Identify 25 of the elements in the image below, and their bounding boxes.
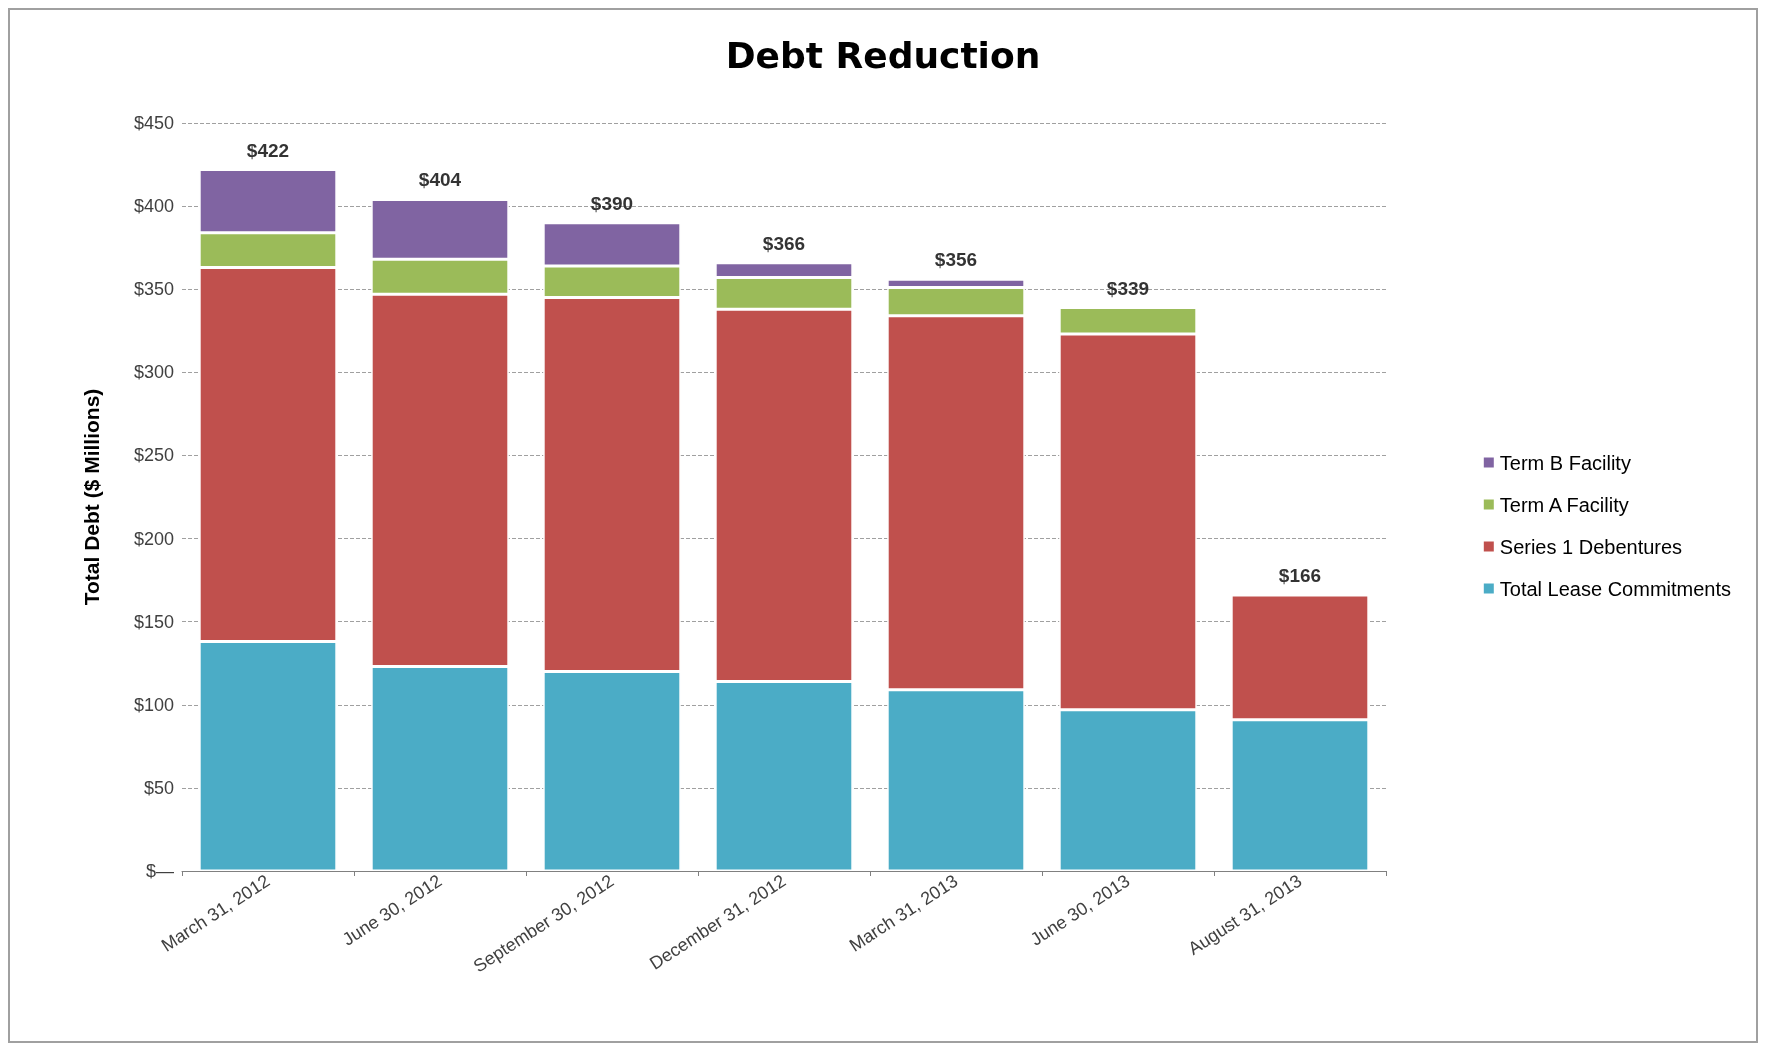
total-label: $166 bbox=[1278, 565, 1322, 587]
total-label: $356 bbox=[934, 249, 978, 271]
legend-label: Term B Facility bbox=[1499, 451, 1631, 474]
total-label: $390 bbox=[590, 192, 634, 214]
y-axis-title: Total Debt ($ Millions) bbox=[80, 388, 103, 606]
y-tick-label: $— bbox=[145, 861, 174, 881]
chart-title: Debt Reduction bbox=[725, 34, 1041, 76]
total-label: $366 bbox=[762, 232, 806, 254]
y-tick-label: $150 bbox=[133, 611, 174, 632]
y-tick-label: $200 bbox=[133, 528, 174, 549]
y-tick-label: $50 bbox=[143, 777, 174, 798]
total-label: $404 bbox=[418, 169, 462, 191]
x-tick-label: June 30, 2012 bbox=[338, 870, 446, 950]
total-label: $339 bbox=[1106, 277, 1150, 299]
legend-label: Total Lease Commitments bbox=[1499, 577, 1731, 600]
y-tick-label: $300 bbox=[133, 362, 174, 383]
legend-label: Series 1 Debentures bbox=[1499, 535, 1683, 558]
total-label: $422 bbox=[246, 139, 290, 161]
y-tick-label: $400 bbox=[133, 196, 174, 217]
legend-label: Term A Facility bbox=[1499, 493, 1629, 516]
y-tick-label: $100 bbox=[133, 694, 174, 715]
y-tick-label: $250 bbox=[133, 445, 174, 466]
x-tick-label: June 30, 2013 bbox=[1026, 870, 1134, 950]
y-tick-label: $450 bbox=[133, 113, 174, 133]
y-tick-label: $350 bbox=[133, 279, 174, 300]
